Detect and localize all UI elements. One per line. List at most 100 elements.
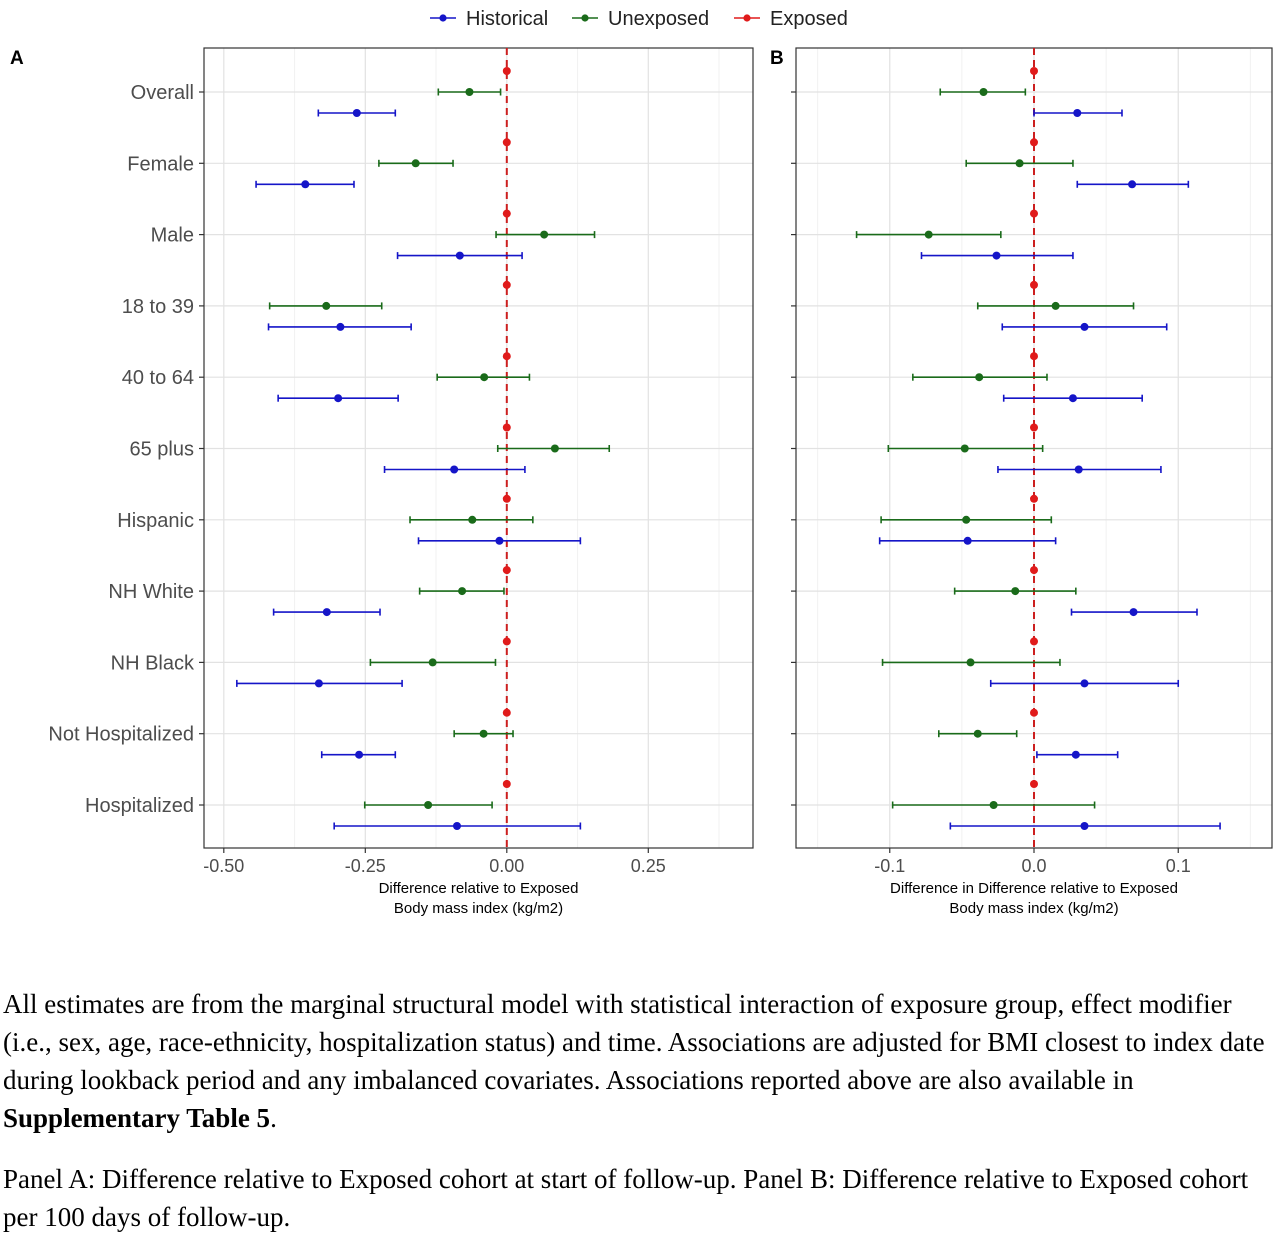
- panel-b-xlabel-line2: Body mass index (kg/m2): [949, 900, 1118, 917]
- legend-label-exposed: Exposed: [770, 8, 848, 30]
- panel-b-exposed-18-to-39-point: [1030, 280, 1038, 289]
- panel-a-exposed-hispanic-point: [502, 494, 511, 503]
- panel-a-exposed-40-to-64-point: [502, 352, 511, 361]
- panel-a-exposed-nh-white-point: [502, 566, 511, 575]
- panel-a-exposed-nh-black-point: [502, 637, 511, 646]
- panel-a-xlabel-line1: Difference relative to Exposed: [379, 880, 579, 897]
- category-label-male: Male: [151, 225, 194, 247]
- panel-a-exposed-65-plus-point: [502, 423, 511, 432]
- panel-b-unexposed-18-to-39-point: [1051, 301, 1060, 310]
- category-label-18-to-39: 18 to 39: [122, 296, 194, 318]
- panel-b-unexposed-nh-white-point: [1011, 587, 1020, 596]
- panel-a-exposed-male-point: [502, 209, 511, 218]
- category-label-overall: Overall: [131, 82, 194, 104]
- panel-b-xtick-label-0: -0.1: [874, 856, 905, 876]
- category-label-not-hospitalized: Not Hospitalized: [48, 724, 194, 746]
- figure-caption-panels: Panel A: Difference relative to Exposed …: [3, 1164, 1249, 1232]
- panel-b-historical-nh-black-point: [1080, 679, 1089, 688]
- panel-a-exposed-hospitalized-point: [502, 780, 511, 788]
- category-label-female: Female: [127, 153, 194, 175]
- panel-a-xtick-label-1: -0.25: [345, 856, 386, 876]
- panel-a-historical-male-point: [455, 251, 464, 260]
- panel-a-historical-65-plus-point: [450, 465, 459, 474]
- panel-b-exposed-40-to-64-point: [1030, 352, 1038, 361]
- panel-a-unexposed-male-point: [540, 230, 549, 239]
- category-label-nh-black: NH Black: [111, 652, 195, 674]
- panel-b-exposed-hospitalized-point: [1030, 780, 1038, 788]
- caption-notes-text: All estimates are from the marginal stru…: [3, 989, 1265, 1095]
- panel-a-xtick-label-3: 0.25: [631, 856, 666, 876]
- panel-a-unexposed-nh-white-point: [458, 587, 467, 596]
- panel-b-unexposed-male-point: [924, 230, 933, 239]
- panel-b-historical-65-plus-point: [1074, 465, 1083, 474]
- panel-a-xlabel-line2: Body mass index (kg/m2): [394, 900, 563, 917]
- panel-b-historical-overall-point: [1073, 109, 1082, 117]
- panel-b-xtick-label-2: 0.1: [1166, 856, 1191, 876]
- legend-label-historical: Historical: [466, 8, 548, 30]
- panel-a-unexposed-overall-point: [465, 88, 474, 96]
- panel-a-xtick-label-0: -0.50: [203, 856, 244, 876]
- panel-b-historical-18-to-39-point: [1080, 322, 1089, 331]
- panel-b: B -0.1 0.0 0.1 Difference in Difference rela…: [770, 47, 1273, 917]
- panel-b-xtick-label-1: 0.0: [1021, 856, 1046, 876]
- figure-caption-notes: All estimates are from the marginal stru…: [3, 985, 1280, 1137]
- panel-a-unexposed-hispanic-point: [468, 515, 477, 524]
- panel-a-historical-nh-black-point: [314, 679, 323, 688]
- panel-b-unexposed-hispanic-point: [962, 515, 971, 524]
- legend-key-dot-unexposed: [581, 14, 589, 22]
- legend-key-dot-exposed: [743, 14, 751, 22]
- caption-notes-end: .: [270, 1103, 277, 1133]
- panel-b-exposed-hispanic-point: [1030, 494, 1038, 503]
- panel-b-unexposed-40-to-64-point: [975, 373, 984, 382]
- category-label-hospitalized: Hospitalized: [85, 795, 194, 817]
- panel-b-historical-male-point: [992, 251, 1001, 260]
- forest-plot-figure: Historical Unexposed Exposed A Overall Femal…: [10, 8, 1273, 917]
- panel-a-unexposed-hospitalized-point: [424, 801, 433, 809]
- legend-label-unexposed: Unexposed: [608, 8, 709, 30]
- panel-b-unexposed-female-point: [1015, 159, 1024, 168]
- panel-b-unexposed-65-plus-point: [960, 444, 969, 453]
- panel-a-historical-nh-white-point: [322, 608, 331, 617]
- panel-a-exposed-18-to-39-point: [502, 280, 511, 289]
- panel-b-exposed-nh-white-point: [1030, 566, 1038, 575]
- category-label-nh-white: NH White: [108, 581, 194, 603]
- panel-a-unexposed-65-plus-point: [550, 444, 559, 453]
- panel-b-exposed-not-hospitalized-point: [1030, 708, 1038, 717]
- panel-a-exposed-not-hospitalized-point: [502, 708, 511, 717]
- panel-a-label: A: [10, 48, 24, 69]
- panel-b-label: B: [770, 48, 784, 69]
- panel-a-xtick-label-2: 0.00: [489, 856, 524, 876]
- panel-a-exposed-overall-point: [502, 67, 511, 75]
- panel-b-xlabel-line1: Difference in Difference relative to Exp…: [890, 880, 1178, 897]
- panel-b-unexposed-nh-black-point: [966, 658, 975, 667]
- panel-b-historical-not-hospitalized-point: [1071, 750, 1080, 759]
- panel-a-historical-not-hospitalized-point: [355, 750, 364, 759]
- panel-a: A Overall Female Male 18 to 39 40 to 64 65 plu…: [10, 47, 754, 917]
- panel-b-exposed-65-plus-point: [1030, 423, 1038, 432]
- legend-key-dot-historical: [439, 14, 447, 22]
- panel-b-exposed-nh-black-point: [1030, 637, 1038, 646]
- panel-a-historical-overall-point: [352, 109, 361, 117]
- panel-a-historical-40-to-64-point: [334, 394, 343, 403]
- panel-a-unexposed-not-hospitalized-point: [479, 729, 488, 738]
- panel-a-historical-female-point: [301, 180, 310, 189]
- panel-b-historical-hospitalized-point: [1080, 822, 1089, 830]
- panel-b-exposed-overall-point: [1030, 67, 1038, 75]
- category-label-hispanic: Hispanic: [117, 510, 194, 532]
- panel-b-historical-female-point: [1128, 180, 1137, 189]
- panel-a-historical-hospitalized-point: [452, 822, 461, 830]
- panel-b-historical-nh-white-point: [1129, 608, 1138, 617]
- panel-a-exposed-female-point: [502, 138, 511, 147]
- panel-b-unexposed-overall-point: [979, 88, 988, 96]
- panel-b-historical-hispanic-point: [963, 536, 972, 545]
- panel-a-unexposed-nh-black-point: [428, 658, 437, 667]
- panel-a-unexposed-40-to-64-point: [480, 373, 489, 382]
- panel-a-unexposed-female-point: [411, 159, 420, 168]
- category-label-65-plus: 65 plus: [130, 439, 195, 461]
- panel-a-historical-18-to-39-point: [336, 322, 345, 331]
- panel-a-unexposed-18-to-39-point: [322, 301, 331, 310]
- legend: Historical Unexposed Exposed: [430, 8, 848, 30]
- panel-b-exposed-female-point: [1030, 138, 1038, 147]
- category-label-40-to-64: 40 to 64: [122, 367, 194, 389]
- panel-b-unexposed-not-hospitalized-point: [973, 729, 982, 738]
